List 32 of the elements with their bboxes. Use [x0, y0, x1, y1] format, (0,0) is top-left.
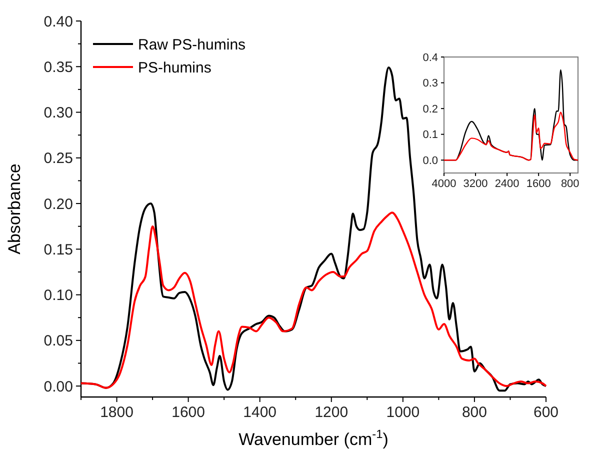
- x-tick-label: 1600: [526, 178, 551, 190]
- y-tick-label: 0.0: [422, 154, 438, 167]
- y-tick-label: 0.2: [422, 103, 438, 116]
- legend-label: PS-humins: [138, 59, 212, 76]
- y-tick-label: 0.3: [422, 78, 438, 90]
- x-tick-label: 800: [462, 404, 487, 421]
- x-tick-label: 2400: [494, 178, 520, 190]
- legend-label: Raw PS-humins: [138, 36, 246, 54]
- y-tick-label: 0.10: [44, 287, 73, 304]
- x-tick-label: 800: [560, 178, 580, 190]
- y-tick-label: 0.20: [44, 196, 73, 213]
- x-tick-label: 1400: [243, 404, 277, 421]
- x-axis-title: Wavenumber (cm$^{-1}$): [238, 427, 388, 449]
- line-series: [443, 112, 579, 161]
- x-tick-label: 1600: [172, 404, 205, 421]
- y-tick-label: 0.30: [44, 104, 73, 122]
- y-axis-title: Absorbance: [5, 164, 24, 254]
- y-tick-label: 0.40: [44, 13, 73, 30]
- x-tick-label: 1000: [386, 404, 420, 421]
- x-tick-label: 600: [533, 404, 559, 421]
- y-tick-label: 0.15: [44, 241, 73, 258]
- y-tick-label: 0.35: [44, 58, 73, 76]
- y-tick-label: 0.00: [44, 378, 73, 396]
- x-tick-label: 1200: [314, 404, 348, 421]
- line-series: [80, 212, 547, 389]
- x-tick-label: 3200: [463, 178, 488, 190]
- y-tick-label: 0.1: [422, 129, 438, 142]
- x-tick-label: 4000: [432, 178, 456, 190]
- x-tick-label: 1800: [100, 404, 134, 421]
- y-tick-label: 0.05: [44, 332, 73, 350]
- y-tick-label: 0.25: [44, 150, 73, 168]
- y-tick-label: 0.4: [422, 52, 438, 64]
